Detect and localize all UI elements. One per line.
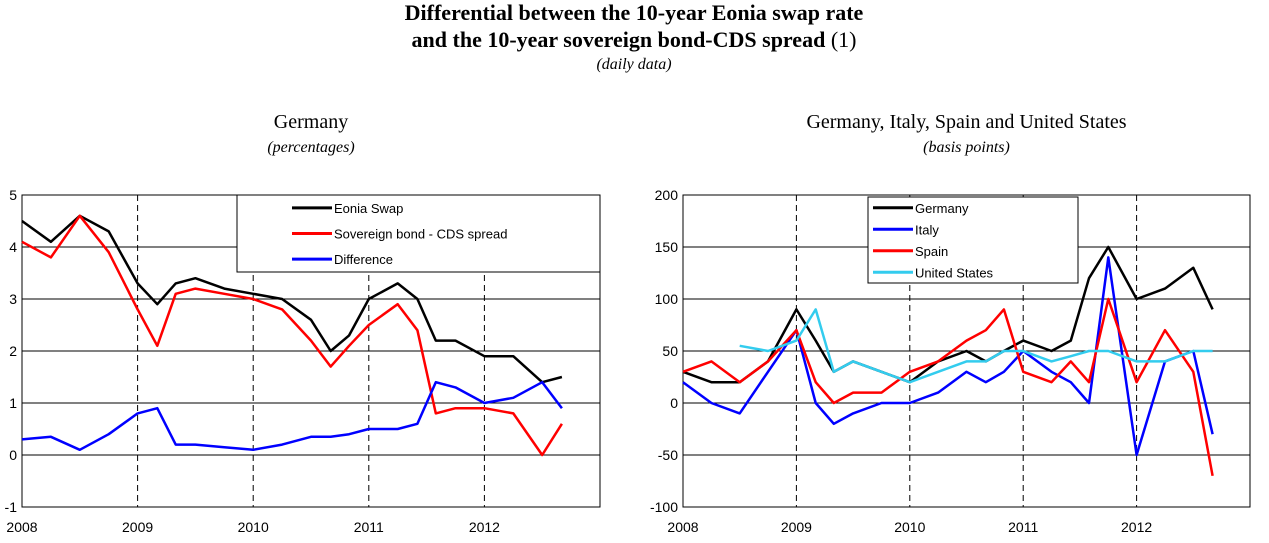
series-line: [21, 214, 563, 457]
x-tick-label: 2009: [122, 519, 153, 535]
x-tick-label: 2008: [667, 519, 698, 535]
series-line: [21, 380, 563, 452]
y-tick-label: -100: [650, 499, 678, 515]
y-tick-label: 100: [655, 291, 679, 307]
panel-subtitle: (basis points): [923, 139, 1010, 156]
y-tick-label: 200: [655, 187, 679, 203]
series-line: [21, 214, 563, 384]
plot-frame: [682, 194, 1251, 508]
legend-label: Sovereign bond - CDS spread: [334, 227, 507, 242]
legend-label: Italy: [915, 222, 939, 237]
series-line: [682, 256, 1214, 457]
y-tick-label: 0: [9, 447, 17, 463]
title-line: and the 10-year sovereign bond-CDS sprea…: [412, 27, 857, 52]
x-tick-label: 2008: [6, 519, 37, 535]
x-tick-label: 2010: [894, 519, 925, 535]
legend-label: Germany: [915, 201, 969, 216]
x-tick-label: 2012: [469, 519, 500, 535]
x-tick-label: 2010: [238, 519, 269, 535]
series-line: [739, 308, 1213, 384]
y-tick-label: 4: [9, 239, 17, 255]
title-note: (1): [831, 27, 857, 52]
subtitle: (daily data): [596, 56, 671, 73]
panel-title: Germany: [274, 111, 348, 133]
y-tick-label: 150: [655, 239, 679, 255]
panel-title: Germany, Italy, Spain and United States: [806, 111, 1126, 133]
y-tick-label: -50: [658, 447, 678, 463]
x-tick-label: 2011: [354, 519, 384, 535]
y-tick-label: 2: [9, 343, 17, 359]
panel-subtitle: (percentages): [267, 139, 354, 156]
x-tick-label: 2011: [1008, 519, 1038, 535]
legend-label: Spain: [915, 244, 948, 259]
title-line: and the 10-year sovereign bond-CDS sprea…: [412, 27, 826, 52]
legend-label: United States: [915, 265, 994, 280]
legend-label: Eonia Swap: [334, 201, 403, 216]
legend-label: Difference: [334, 252, 393, 267]
y-tick-label: 3: [9, 291, 17, 307]
title-line: Differential between the 10-year Eonia s…: [405, 0, 864, 25]
series-line: [682, 297, 1214, 477]
x-tick-label: 2009: [781, 519, 812, 535]
series-line: [682, 245, 1214, 384]
y-tick-label: 50: [662, 343, 678, 359]
y-tick-label: 5: [9, 187, 17, 203]
legend-box: [867, 196, 1079, 284]
y-tick-label: 0: [670, 395, 678, 411]
y-tick-label: -1: [5, 499, 18, 515]
x-tick-label: 2012: [1121, 519, 1152, 535]
y-tick-label: 1: [9, 395, 17, 411]
